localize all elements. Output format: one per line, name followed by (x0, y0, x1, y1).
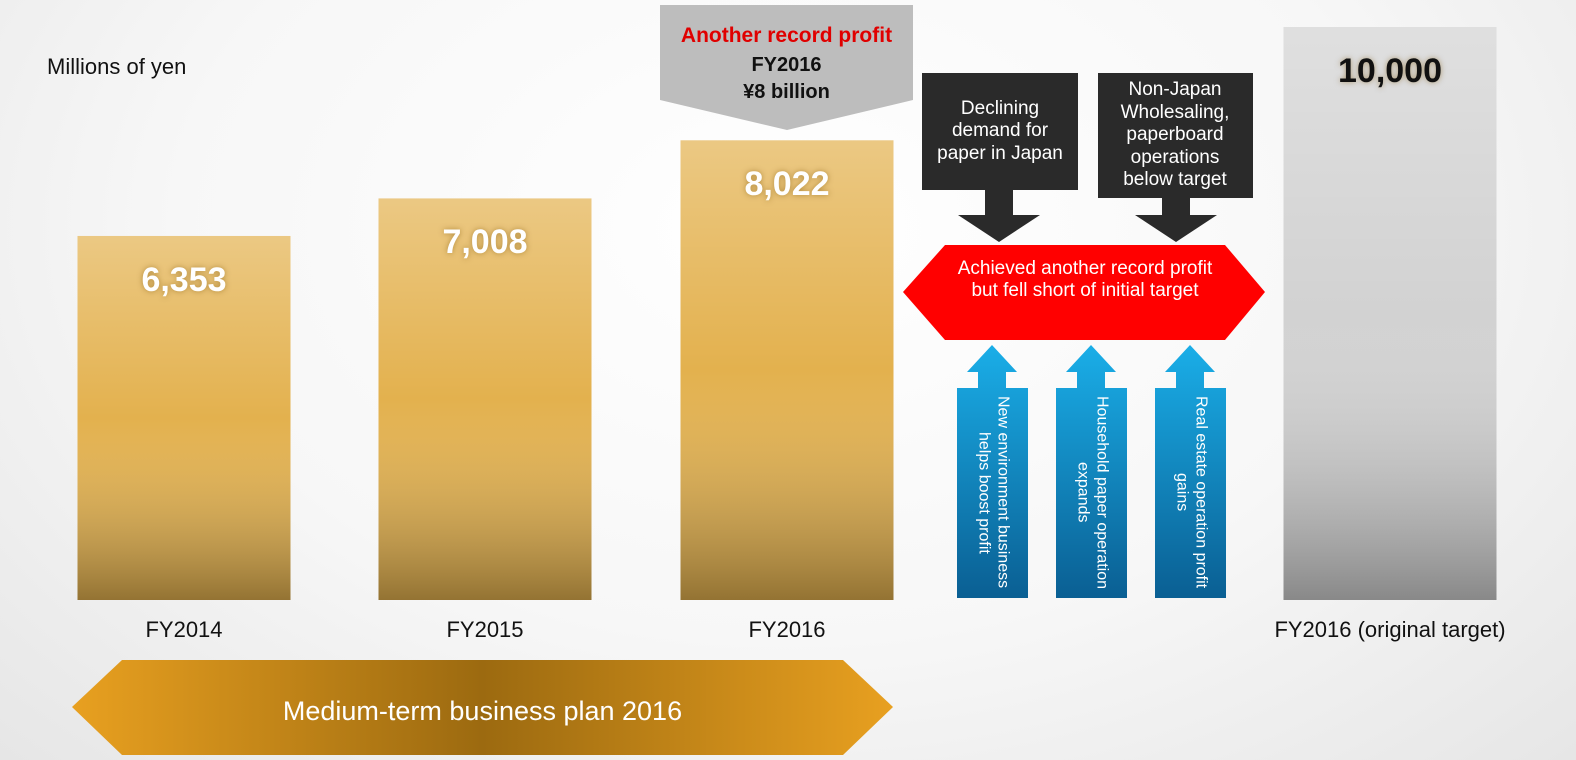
callout-line: ¥8 billion (743, 81, 830, 103)
result-text: Achieved another record profit but fell … (957, 258, 1213, 302)
value-label: 10,000 (1338, 52, 1442, 90)
positive-factor: Real estate operation profit gains (1173, 396, 1210, 589)
callout-headline: Another record profit (680, 24, 893, 47)
bar (680, 140, 894, 600)
plan-arrow (72, 660, 893, 755)
callout-line: FY2016 (751, 54, 822, 76)
x-tick-label: FY2014 (145, 617, 223, 642)
callout-shape (660, 5, 913, 130)
x-tick-label: FY2016 (original target) (1274, 617, 1506, 642)
negative-factor: Declining demand for paper in Japan (937, 97, 1063, 164)
unit-label: Millions of yen (47, 54, 187, 79)
positive-factor: New environment business helps boost pro… (975, 396, 1012, 589)
negative-factor: Non-Japan Wholesaling, paperboard operat… (1120, 79, 1230, 191)
plan-label: Medium-term business plan 2016 (282, 696, 683, 726)
x-tick-label: FY2016 (748, 617, 826, 642)
result-arrow (903, 245, 1265, 340)
value-label: 8,022 (744, 165, 830, 204)
positive-factor: Household paper operation expands (1074, 395, 1111, 590)
x-tick-label: FY2015 (446, 617, 524, 642)
bar (1283, 27, 1497, 600)
positive-arrows (957, 345, 1226, 598)
negative-arrows (922, 73, 1253, 242)
value-label: 6,353 (141, 260, 227, 299)
value-label: 7,008 (442, 223, 528, 262)
